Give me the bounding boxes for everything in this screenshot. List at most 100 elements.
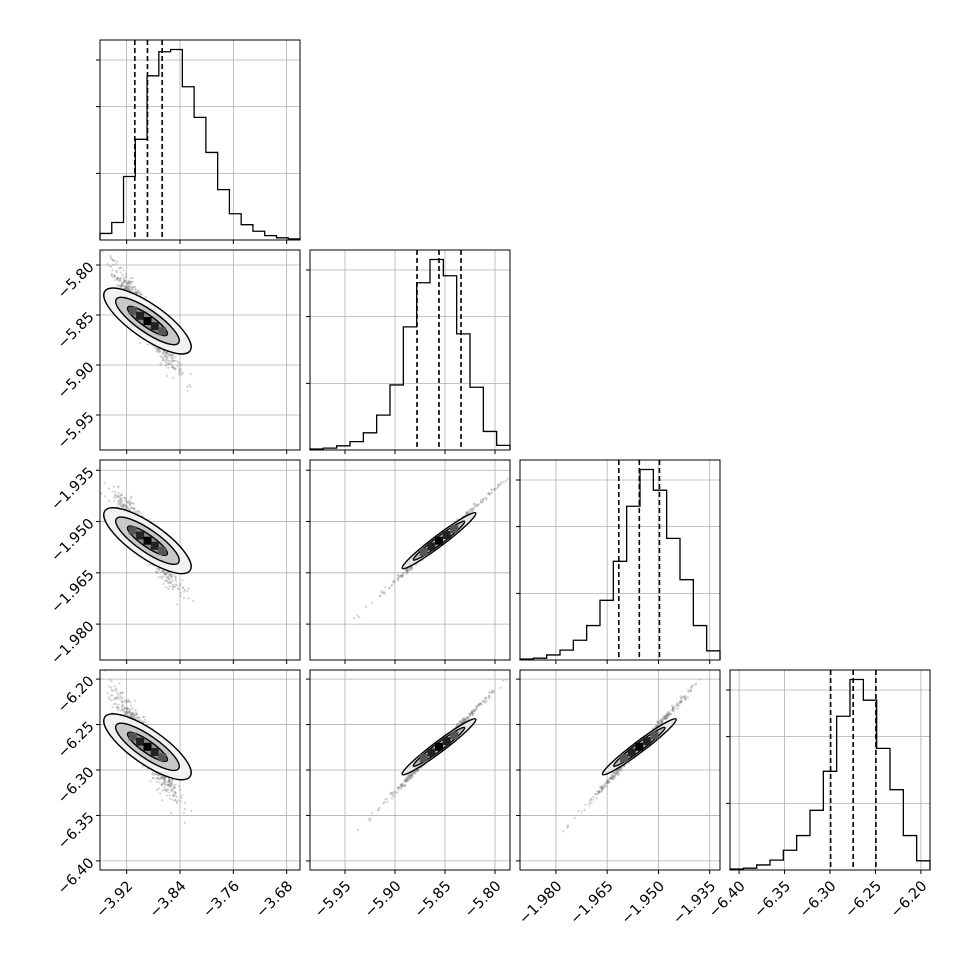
scatter-point bbox=[121, 704, 124, 707]
scatter-point bbox=[477, 704, 481, 707]
scatter-point bbox=[480, 703, 483, 706]
scatter-point bbox=[130, 283, 133, 286]
scatter-point bbox=[392, 795, 395, 798]
scatter-point bbox=[607, 781, 610, 784]
scatter-point bbox=[117, 707, 120, 710]
scatter-point bbox=[121, 281, 124, 284]
scatter-point bbox=[117, 500, 120, 503]
scatter-point bbox=[484, 700, 487, 703]
scatter-point bbox=[120, 701, 124, 704]
scatter-point bbox=[470, 712, 473, 715]
scatter-point bbox=[100, 492, 103, 495]
scatter-point bbox=[664, 717, 667, 720]
density-core bbox=[158, 753, 167, 762]
scatter-point bbox=[167, 783, 170, 786]
scatter-point bbox=[661, 717, 665, 720]
scatter-point bbox=[163, 569, 166, 573]
scatter-point bbox=[566, 824, 569, 827]
scatter-point bbox=[124, 500, 127, 503]
scatter-point bbox=[676, 701, 679, 705]
scatter-point bbox=[590, 798, 593, 801]
scatter-point bbox=[473, 710, 476, 713]
scatter-point bbox=[411, 775, 414, 778]
scatter-point bbox=[671, 708, 674, 711]
scatter-point bbox=[118, 279, 122, 282]
scatter-point bbox=[405, 568, 408, 572]
scatter-point bbox=[126, 286, 129, 289]
scatter-point bbox=[125, 707, 129, 710]
scatter-point bbox=[174, 792, 177, 795]
scatter-point bbox=[124, 712, 128, 715]
scatter-point bbox=[501, 679, 504, 682]
scatter-point bbox=[118, 697, 121, 701]
scatter-point bbox=[121, 707, 124, 710]
scatter-point bbox=[113, 259, 116, 262]
scatter-point bbox=[163, 777, 166, 781]
scatter-point bbox=[469, 711, 473, 714]
panel-frame bbox=[99, 39, 301, 241]
scatter-point bbox=[399, 785, 402, 788]
scatter-point bbox=[128, 711, 131, 714]
scatter-point bbox=[562, 830, 565, 833]
scatter-point bbox=[180, 796, 183, 799]
scatter-point bbox=[170, 812, 173, 815]
scatter-point bbox=[119, 709, 122, 712]
scatter-point bbox=[595, 797, 598, 800]
scatter-point bbox=[164, 579, 167, 583]
scatter-point bbox=[110, 689, 113, 692]
scatter-point bbox=[124, 285, 127, 288]
scatter-point bbox=[119, 691, 122, 694]
scatter-point bbox=[118, 682, 121, 685]
scatter-point bbox=[164, 351, 168, 354]
scatter-point bbox=[174, 359, 177, 362]
scatter-point bbox=[169, 782, 173, 785]
scatter-point bbox=[611, 775, 614, 778]
scatter-point bbox=[183, 807, 186, 811]
scatter-point bbox=[115, 277, 118, 280]
scatter-point bbox=[110, 699, 113, 702]
scatter-point bbox=[163, 776, 166, 779]
scatter-point bbox=[460, 721, 463, 724]
scatter-point bbox=[127, 285, 130, 288]
scatter-point bbox=[466, 510, 469, 514]
scatter-point bbox=[122, 283, 125, 286]
scatter-point bbox=[180, 363, 183, 366]
scatter-point bbox=[488, 695, 491, 698]
scatter-point bbox=[167, 587, 170, 591]
scatter-point bbox=[411, 776, 414, 780]
scatter-point bbox=[130, 495, 133, 498]
scatter-point bbox=[119, 501, 122, 504]
scatter-point bbox=[124, 287, 127, 290]
scatter-point bbox=[471, 710, 474, 714]
scatter-point bbox=[181, 586, 184, 589]
density-core bbox=[136, 531, 145, 540]
scatter-point bbox=[397, 788, 400, 791]
scatter-point bbox=[106, 691, 109, 694]
scatter-point bbox=[410, 773, 414, 776]
scatter-point bbox=[133, 507, 136, 511]
scatter-point bbox=[123, 496, 127, 500]
scatter-point bbox=[139, 718, 142, 722]
scatter-point bbox=[456, 722, 459, 725]
scatter-point bbox=[392, 581, 395, 584]
scatter-point bbox=[117, 267, 120, 270]
scatter-point bbox=[687, 690, 690, 693]
scatter-point bbox=[403, 571, 406, 574]
scatter-point bbox=[172, 784, 175, 787]
density-core bbox=[136, 737, 145, 746]
scatter-point bbox=[173, 795, 176, 798]
scatter-point bbox=[405, 778, 408, 781]
scatter-point bbox=[125, 701, 128, 704]
scatter-point bbox=[169, 581, 172, 584]
scatter-point bbox=[382, 802, 385, 805]
scatter-point bbox=[127, 281, 130, 285]
scatter-point bbox=[119, 497, 122, 500]
scatter-point bbox=[388, 586, 391, 589]
scatter-point bbox=[397, 574, 400, 577]
scatter-point bbox=[161, 782, 164, 785]
scatter-point bbox=[125, 711, 128, 714]
scatter-point bbox=[379, 594, 382, 598]
scatter-point bbox=[159, 570, 163, 574]
scatter-point bbox=[161, 799, 164, 802]
scatter-point bbox=[124, 280, 127, 283]
